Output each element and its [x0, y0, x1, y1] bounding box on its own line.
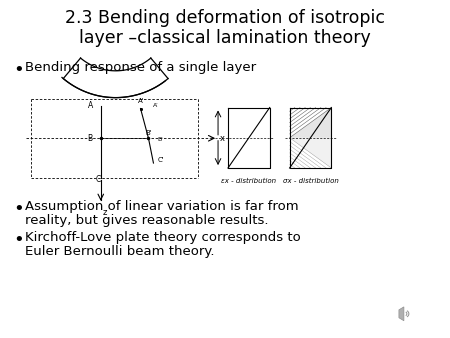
Text: Kirchoff-Love plate theory corresponds to: Kirchoff-Love plate theory corresponds t…: [25, 232, 301, 244]
Polygon shape: [399, 307, 404, 321]
Text: A: A: [88, 100, 93, 110]
Text: layer –classical lamination theory: layer –classical lamination theory: [79, 29, 371, 47]
Text: B': B': [145, 130, 152, 136]
Text: εx - distribution: εx - distribution: [221, 178, 276, 184]
Polygon shape: [290, 138, 331, 168]
Text: z: z: [103, 208, 107, 217]
Text: reality, but gives reasonable results.: reality, but gives reasonable results.: [25, 214, 269, 227]
Text: Bending response of a single layer: Bending response of a single layer: [25, 61, 256, 74]
Text: 2.3 Bending deformation of isotropic: 2.3 Bending deformation of isotropic: [65, 9, 385, 27]
Text: C': C': [158, 157, 164, 163]
Text: B: B: [88, 134, 93, 143]
Text: A': A': [138, 98, 145, 103]
Text: A′: A′: [153, 102, 159, 107]
Text: B′: B′: [158, 137, 163, 142]
Text: x: x: [220, 134, 225, 143]
Text: Assumption of linear variation is far from: Assumption of linear variation is far fr…: [25, 200, 299, 213]
Text: Euler Bernoulli beam theory.: Euler Bernoulli beam theory.: [25, 245, 215, 258]
Polygon shape: [290, 107, 331, 138]
Text: •: •: [14, 232, 24, 249]
Text: C: C: [95, 175, 100, 184]
Text: σx - distribution: σx - distribution: [283, 178, 338, 184]
Text: •: •: [14, 200, 24, 218]
Text: •: •: [14, 61, 24, 79]
